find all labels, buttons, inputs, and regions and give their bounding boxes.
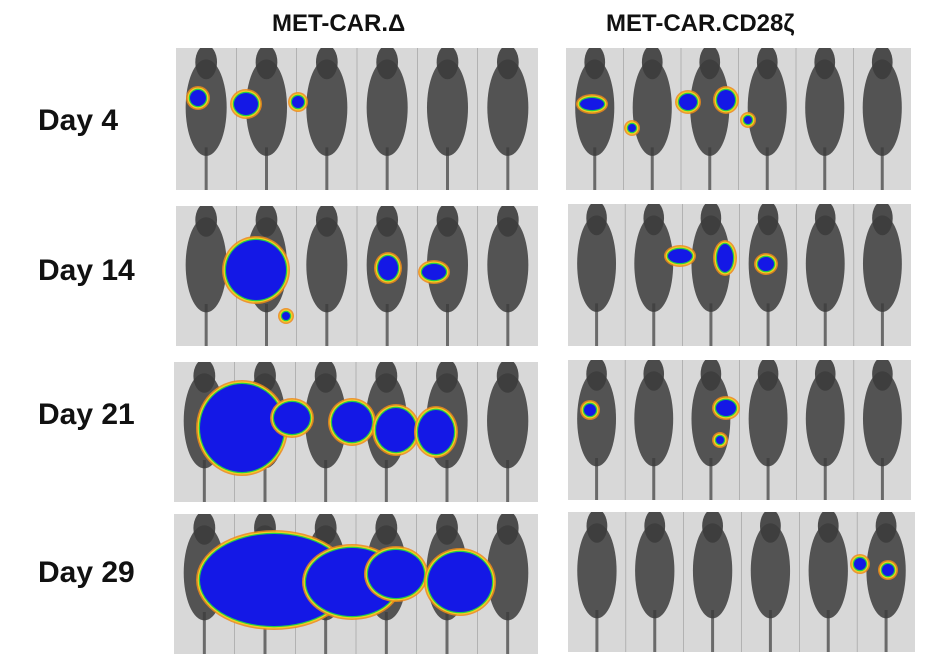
luminescence-signal xyxy=(372,404,420,456)
panel-met-car-cd28z-day-21 xyxy=(568,360,911,500)
luminescence-signal xyxy=(196,380,288,476)
luminescence-signal xyxy=(580,400,600,420)
panel-met-car-delta-day-4 xyxy=(176,48,538,190)
luminescence-signal xyxy=(374,252,402,284)
group-title-met-car-delta: MET-CAR.Δ xyxy=(272,10,406,37)
row-label-day-4: Day 4 xyxy=(38,104,119,137)
luminescence-signal xyxy=(328,398,376,446)
luminescence-signal xyxy=(278,308,294,324)
panel-met-car-delta-day-21 xyxy=(174,362,538,502)
mouse-silhouette xyxy=(185,206,227,346)
mouse-silhouette xyxy=(487,206,529,346)
row-label-day-14: Day 14 xyxy=(38,254,135,287)
panel-met-car-cd28z-day-14 xyxy=(568,204,911,346)
luminescence-signal xyxy=(713,240,737,276)
luminescence-signal xyxy=(878,560,898,580)
mouse-silhouette xyxy=(632,48,672,190)
mouse-silhouette xyxy=(862,204,902,346)
mouse-silhouette xyxy=(577,360,617,500)
luminescence-signal xyxy=(270,398,314,438)
luminescence-signal xyxy=(713,86,739,114)
mouse-silhouette xyxy=(805,204,845,346)
luminescence-signal xyxy=(186,86,210,110)
luminescence-signal xyxy=(414,406,458,458)
luminescence-signal xyxy=(230,89,262,119)
luminescence-signal xyxy=(576,94,608,114)
mouse-silhouette xyxy=(366,48,408,190)
panel-met-car-cd28z-day-29 xyxy=(568,512,915,652)
mouse-silhouette xyxy=(245,48,288,190)
luminescence-signal xyxy=(712,396,740,420)
mouse-silhouette xyxy=(750,512,791,652)
mouse-silhouette xyxy=(862,360,902,500)
panel-met-car-delta-day-29 xyxy=(174,514,538,654)
group-title-met-car-cd28z: MET-CAR.CD28ζ xyxy=(606,10,795,37)
luminescence-signal xyxy=(664,245,696,267)
mouse-silhouette xyxy=(577,204,617,346)
luminescence-signal xyxy=(288,92,308,112)
luminescence-signal xyxy=(624,120,640,136)
mouse-silhouette xyxy=(426,48,469,190)
mouse-silhouette xyxy=(306,48,348,190)
mouse-silhouette xyxy=(185,48,227,190)
luminescence-signal xyxy=(222,236,290,304)
mouse-silhouette xyxy=(487,514,529,654)
luminescence-signal xyxy=(424,548,496,616)
mouse-silhouette xyxy=(305,362,347,502)
mouse-silhouette xyxy=(691,204,731,346)
mouse-silhouette xyxy=(634,360,674,500)
mouse-silhouette xyxy=(577,512,617,652)
panel-met-car-cd28z-day-4 xyxy=(566,48,911,190)
mouse-silhouette xyxy=(747,48,787,190)
mouse-silhouette xyxy=(748,360,788,500)
mouse-silhouette xyxy=(426,206,469,346)
mouse-silhouette xyxy=(805,360,845,500)
luminescence-signal xyxy=(754,253,778,275)
luminescence-signal xyxy=(850,554,870,574)
luminescence-signal xyxy=(712,432,728,448)
luminescence-signal xyxy=(740,112,756,128)
luminescence-signal xyxy=(675,90,701,114)
mouse-silhouette xyxy=(692,512,733,652)
row-label-day-29: Day 29 xyxy=(38,556,135,589)
mouse-silhouette xyxy=(808,512,848,652)
luminescence-signal xyxy=(418,260,450,284)
mouse-silhouette xyxy=(487,48,529,190)
mouse-silhouette xyxy=(306,206,348,346)
luminescence-signal xyxy=(364,546,428,602)
mouse-silhouette xyxy=(634,204,674,346)
mouse-silhouette xyxy=(690,48,730,190)
mouse-silhouette xyxy=(805,48,845,190)
panel-met-car-delta-day-14 xyxy=(176,206,538,346)
mouse-silhouette xyxy=(635,512,675,652)
mouse-silhouette xyxy=(487,362,529,502)
row-label-day-21: Day 21 xyxy=(38,398,135,431)
mouse-silhouette xyxy=(862,48,902,190)
